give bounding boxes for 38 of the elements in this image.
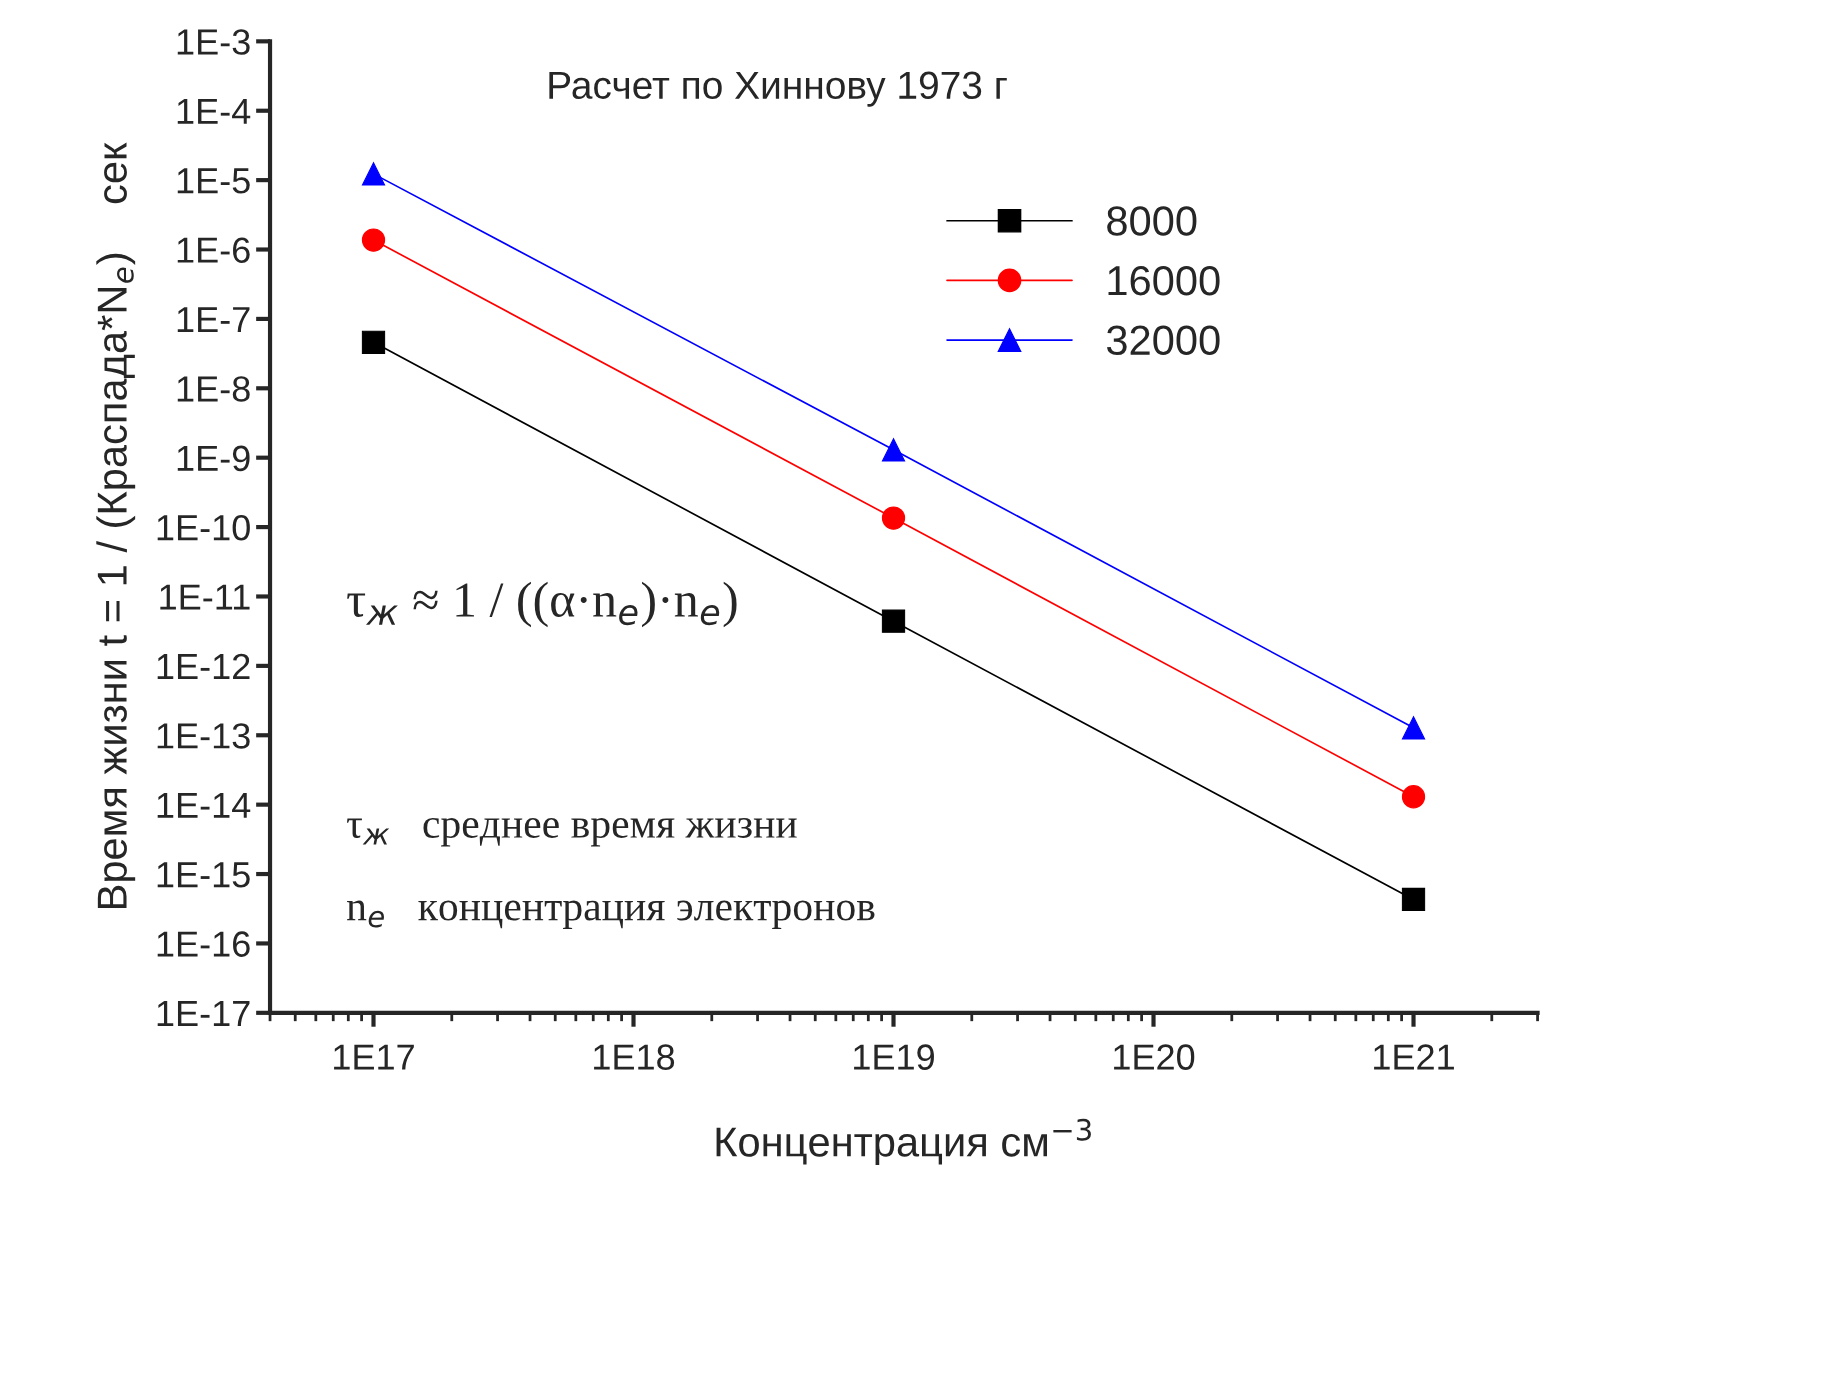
- x-tick-label: 1E18: [594, 1044, 675, 1070]
- legend-label: 8000: [1107, 206, 1197, 236]
- x-tick-label: 1E17: [334, 1044, 414, 1070]
- point: [1401, 887, 1426, 912]
- y-tick-label: 1E-12: [157, 653, 250, 679]
- point: [881, 609, 906, 633]
- x-tick-label: 1E20: [1114, 1044, 1195, 1070]
- x-tick-label: 1E19: [854, 1044, 934, 1070]
- y-tick-label: 1E-6: [177, 237, 250, 263]
- point: [1401, 716, 1426, 740]
- point: [361, 330, 386, 354]
- annotation: τ$_{ж}$ ≈ 1 / ((α·n$_{e}$)·n$_{e}$): [347, 581, 737, 628]
- point: [1401, 785, 1426, 809]
- y-tick-label: 1E-5: [177, 168, 250, 194]
- x-axis-title: Концентрация см$^{−3}$: [716, 1118, 1091, 1165]
- y-tick-label: 1E-7: [177, 307, 250, 332]
- y-tick-label: 1E-8: [177, 376, 250, 402]
- y-tick-label: 1E-11: [160, 584, 250, 610]
- x-tick-label: 1E21: [1374, 1044, 1454, 1070]
- point: [361, 228, 386, 252]
- y-tick-label: 1E-14: [157, 792, 251, 818]
- y-tick-label: 1E-9: [177, 445, 250, 472]
- y-tick-label: 1E-17: [157, 1001, 250, 1026]
- y-tick-label: 1E-4: [177, 98, 251, 124]
- point: [361, 162, 386, 186]
- text: Расчет по Хиннову 1973 г: [549, 71, 1007, 107]
- y-tick-label: 1E-15: [157, 862, 250, 888]
- y-tick-label: 1E-13: [157, 723, 250, 749]
- annotation: τ$_{ж}$ среднее время жизни: [347, 817, 797, 847]
- point: [881, 506, 906, 530]
- y-axis-title: Время жизни t = 1 / (Краспада*N$_{e}$) сек: [96, 142, 136, 909]
- annotation: n$_{e}$ концентрация электронов: [347, 900, 875, 930]
- y-tick-label: 1E-10: [157, 514, 250, 541]
- y-tick-label: 1E-3: [177, 29, 250, 55]
- legend-label: 16000: [1108, 265, 1220, 296]
- point: [881, 438, 906, 462]
- y-tick-label: 1E-16: [157, 931, 250, 957]
- legend-label: 32000: [1106, 325, 1220, 356]
